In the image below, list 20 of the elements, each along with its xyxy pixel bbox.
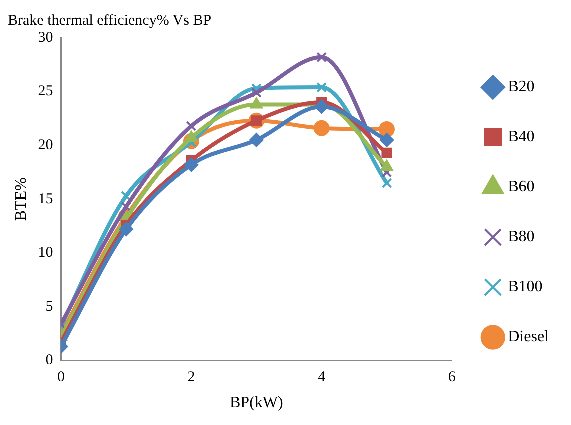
x-tick-label: 6 — [448, 370, 456, 386]
y-tick-label: 30 — [38, 30, 54, 46]
y-tick-label: 10 — [38, 245, 54, 262]
x-axis-title: BP(kW) — [230, 394, 284, 412]
y-tick-label: 20 — [38, 138, 54, 154]
legend-label: B40 — [508, 128, 535, 146]
x-tick-label: 2 — [188, 370, 196, 386]
y-tick-label: 0 — [46, 352, 54, 369]
legend-label: Diesel — [508, 328, 550, 346]
legend-label: B60 — [508, 178, 535, 196]
legend-label: B80 — [508, 228, 535, 246]
chart-title: Brake thermal efficiency% Vs BP — [8, 12, 212, 29]
legend-label: B100 — [508, 278, 543, 296]
y-tick-label: 5 — [46, 298, 54, 315]
y-axis-title: BTE% — [12, 178, 30, 222]
x-tick-label: 4 — [318, 370, 326, 386]
y-tick-label: 15 — [38, 191, 54, 208]
y-tick-label: 25 — [38, 84, 54, 100]
x-tick-label: 0 — [57, 370, 65, 386]
legend-label: B20 — [508, 78, 535, 96]
